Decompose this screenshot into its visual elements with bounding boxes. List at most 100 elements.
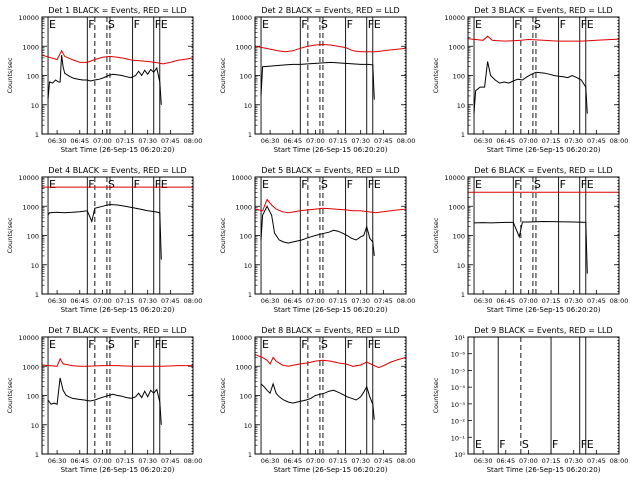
panel-det-6: Det 6 BLACK = Events, RED = LLD 1 10 100 100… [432, 166, 628, 314]
x-tick-label: 07:15 [116, 137, 135, 145]
x-tick-label: 07:30 [138, 137, 157, 145]
x-tick-label: 07:00 [519, 457, 538, 465]
y-tick-label: 1 [248, 131, 252, 139]
event-marker-label: F [581, 438, 587, 451]
y-tick-label: 10000 [231, 174, 252, 182]
x-tick-label: 07:15 [542, 137, 561, 145]
y-tick-label: 1 [248, 451, 252, 459]
y-tick-label: 1000 [448, 203, 465, 211]
y-tick-label: 100 [453, 73, 465, 81]
panel-det-2: Det 2 BLACK = Events, RED = LLD 1 10 100 100… [219, 6, 415, 154]
panel-title: Det 2 BLACK = Events, RED = LLD [261, 6, 399, 15]
y-tick-label: 1000 [448, 43, 465, 51]
y-tick-label: 10⁻³ [451, 401, 466, 409]
x-tick-label: 07:30 [564, 457, 583, 465]
panel-det-8: Det 8 BLACK = Events, RED = LLD 1 10 100 100… [219, 326, 415, 474]
x-axis-label: Start Time (26-Sep-15 06:20:20) [61, 306, 175, 314]
plot-frame [467, 176, 620, 295]
x-axis-label: Start Time (26-Sep-15 06:20:20) [274, 466, 388, 474]
y-tick-label: 10 [457, 102, 465, 110]
y-tick-label: 100 [453, 233, 465, 241]
event-marker-label: S [108, 178, 115, 191]
y-axis-label: Counts/sec [6, 377, 14, 413]
x-tick-label: 07:00 [93, 297, 112, 305]
x-tick-label: 07:45 [161, 457, 180, 465]
y-tick-label: 10000 [444, 174, 465, 182]
x-tick-label: 07:00 [519, 297, 538, 305]
y-tick-label: 10 [457, 262, 465, 270]
y-tick-label: 10 [31, 262, 39, 270]
y-tick-label: 10000 [18, 174, 39, 182]
series-line-events [260, 382, 375, 420]
y-tick-label: 10⁻⁶ [451, 351, 466, 359]
x-tick-label: 07:45 [161, 297, 180, 305]
y-tick-label: 1 [461, 291, 465, 299]
y-tick-label: 100 [240, 393, 252, 401]
x-tick-label: 07:15 [329, 297, 348, 305]
x-tick-label: 08:00 [397, 297, 416, 305]
series-line-events [260, 205, 375, 256]
y-axis-label: Counts/sec [432, 377, 440, 413]
x-tick-label: 06:30 [48, 137, 67, 145]
y-tick-label: 10⁰ [454, 451, 465, 459]
event-marker-label: S [321, 18, 328, 31]
x-tick-label: 07:30 [351, 137, 370, 145]
plot-frame [41, 176, 194, 295]
event-marker-label: S [522, 438, 529, 451]
x-tick-label: 08:00 [610, 457, 629, 465]
panel-title: Det 8 BLACK = Events, RED = LLD [261, 326, 399, 335]
event-marker-label: F [347, 18, 353, 31]
y-tick-label: 1 [248, 291, 252, 299]
y-tick-label: 10 [31, 102, 39, 110]
x-tick-label: 07:15 [329, 137, 348, 145]
plot-frame [254, 336, 407, 455]
event-marker-label: F [514, 18, 520, 31]
x-axis-label: Start Time (26-Sep-15 06:20:20) [487, 146, 601, 154]
y-tick-label: 100 [27, 233, 39, 241]
x-tick-label: 06:45 [70, 457, 89, 465]
series-line-lld [255, 354, 406, 369]
event-marker-label: F [581, 18, 587, 31]
event-marker-label: E [161, 338, 168, 351]
event-marker-label: E [475, 18, 482, 31]
x-tick-label: 06:30 [261, 137, 280, 145]
event-marker-label: F [88, 18, 94, 31]
event-marker-label: F [368, 178, 374, 191]
y-tick-label: 1 [35, 451, 39, 459]
x-axis-label: Start Time (26-Sep-15 06:20:20) [487, 466, 601, 474]
panel-det-4: Det 4 BLACK = Events, RED = LLD 1 10 100 100… [6, 166, 202, 314]
x-tick-label: 06:30 [48, 297, 67, 305]
event-marker-label: F [88, 178, 94, 191]
x-tick-label: 08:00 [397, 137, 416, 145]
x-tick-label: 06:30 [474, 457, 493, 465]
panel-title: Det 9 BLACK = Events, RED = LLD [474, 326, 612, 335]
x-tick-label: 07:30 [351, 457, 370, 465]
x-tick-label: 07:15 [116, 457, 135, 465]
x-tick-label: 08:00 [184, 457, 203, 465]
plot-frame [41, 16, 194, 135]
event-marker-label: S [534, 18, 541, 31]
event-marker-label: E [475, 438, 482, 451]
event-marker-label: E [49, 178, 56, 191]
x-tick-label: 07:15 [116, 297, 135, 305]
x-tick-label: 07:15 [542, 457, 561, 465]
series-line-events [47, 55, 162, 105]
y-tick-label: 100 [27, 393, 39, 401]
x-tick-label: 08:00 [610, 137, 629, 145]
x-tick-label: 06:45 [283, 457, 302, 465]
x-tick-label: 07:45 [374, 137, 393, 145]
panel-title: Det 3 BLACK = Events, RED = LLD [474, 6, 612, 15]
y-tick-label: 1 [35, 131, 39, 139]
x-tick-label: 06:30 [261, 297, 280, 305]
panel-title: Det 4 BLACK = Events, RED = LLD [48, 166, 186, 175]
y-tick-label: 100 [240, 73, 252, 81]
y-axis-label: Counts/sec [219, 57, 227, 93]
event-marker-label: F [134, 338, 140, 351]
panel-det-5: Det 5 BLACK = Events, RED = LLD 1 10 100 100… [219, 166, 415, 314]
event-marker-label: S [534, 178, 541, 191]
series-line-events [47, 377, 162, 425]
series-line-lld [255, 198, 406, 214]
event-marker-label: S [321, 338, 328, 351]
y-tick-label: 1000 [235, 203, 252, 211]
x-tick-label: 06:30 [474, 137, 493, 145]
